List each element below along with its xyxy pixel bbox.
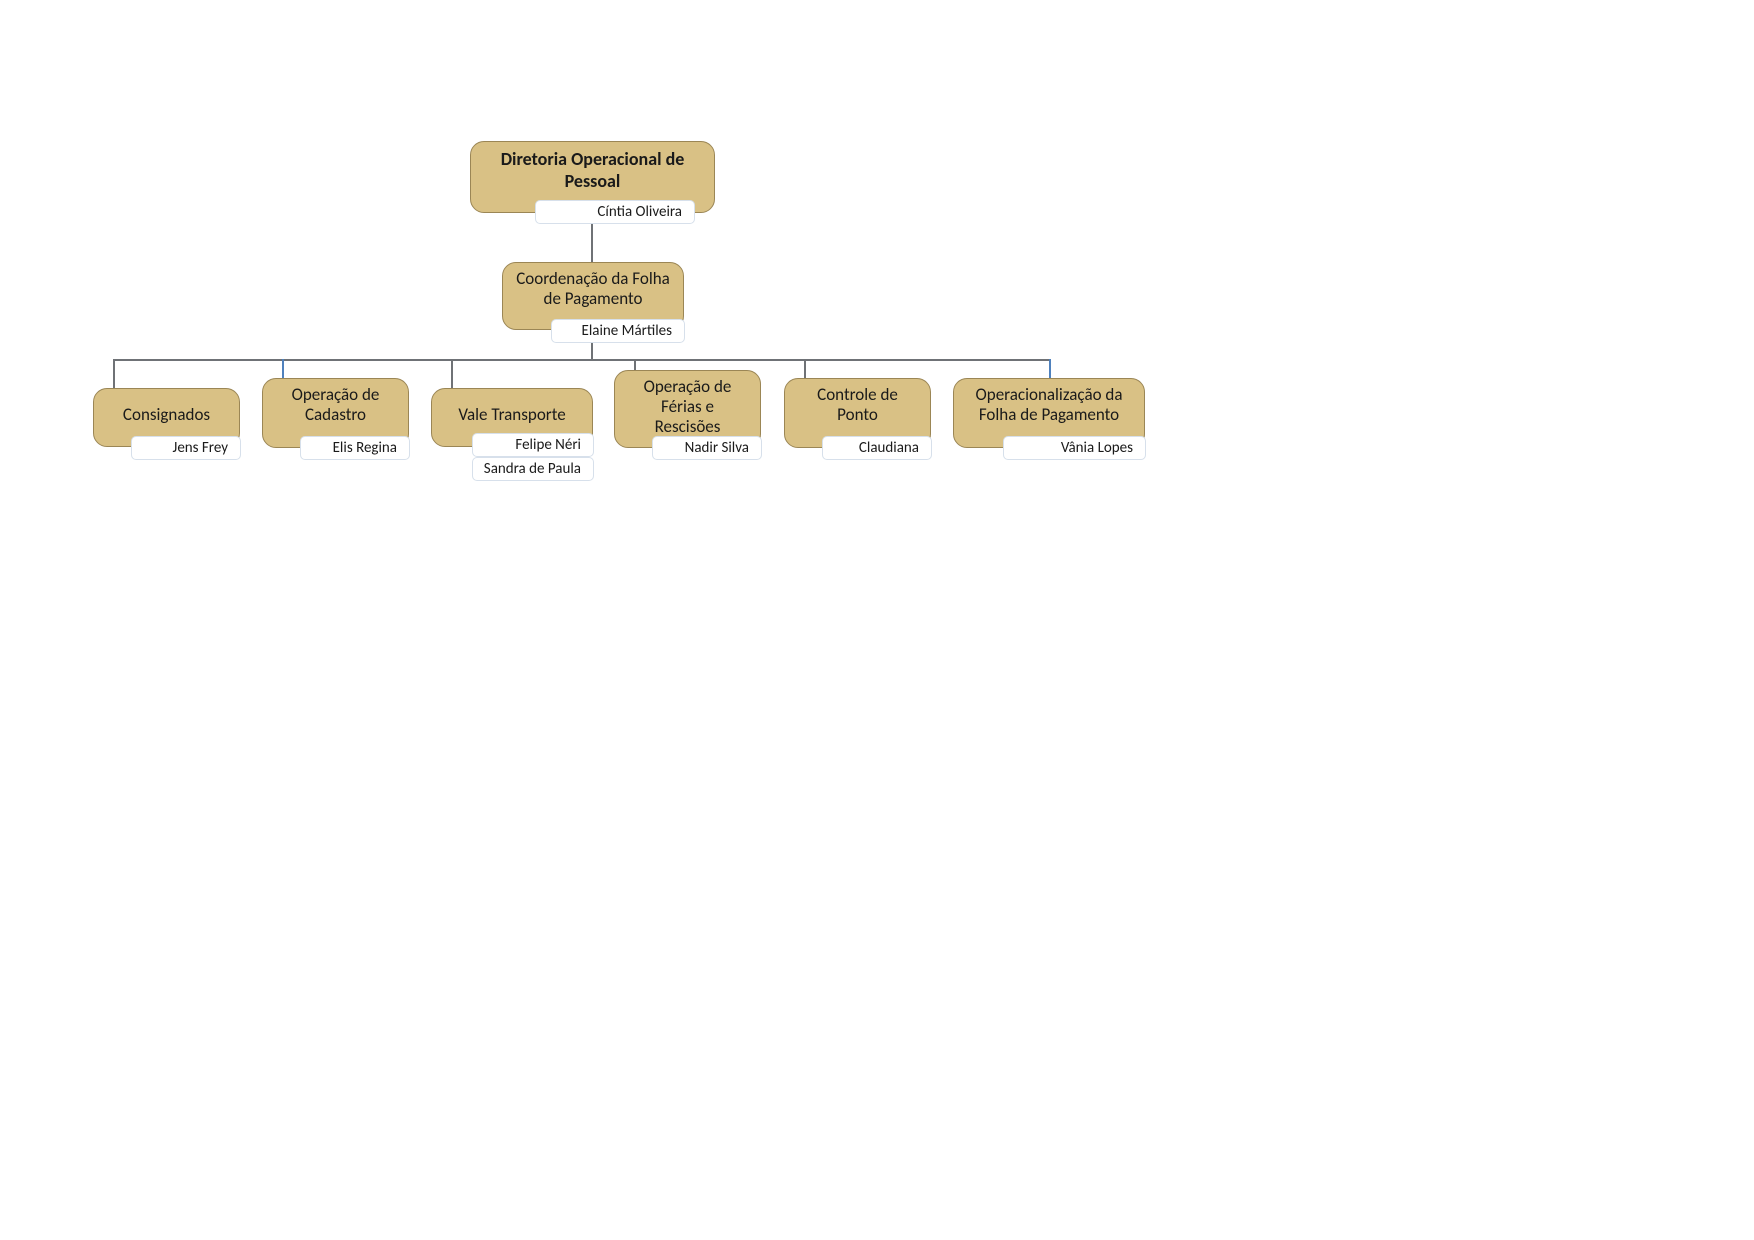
node-title: Operacionalização da Folha de Pagamento: [954, 385, 1144, 425]
person-name: Cíntia Oliveira: [597, 203, 682, 221]
node-title: Diretoria Operacional de Pessoal: [471, 148, 714, 192]
node-title: Vale Transporte: [432, 395, 592, 425]
node-title: Operação de Férias e Rescisões: [615, 377, 760, 437]
person-chip: Jens Frey: [131, 436, 241, 460]
person-chip: Elis Regina: [300, 436, 410, 460]
person-name: Elaine Mártiles: [582, 322, 673, 340]
person-name: Sandra de Paula: [484, 460, 581, 478]
person-chip: Cíntia Oliveira: [535, 200, 695, 224]
person-name: Vânia Lopes: [1061, 439, 1133, 457]
connector-layer: [0, 0, 1754, 1240]
node-title: Operação de Cadastro: [263, 385, 408, 425]
node-title: Coordenação da Folha de Pagamento: [503, 269, 683, 309]
person-name: Elis Regina: [333, 439, 397, 457]
person-chip: Nadir Silva: [652, 436, 762, 460]
person-chip: Elaine Mártiles: [551, 319, 685, 343]
node-title: Consignados: [94, 395, 239, 425]
person-chip: Felipe Néri: [472, 433, 594, 457]
org-chart-canvas: Diretoria Operacional de Pessoal Cíntia …: [0, 0, 1754, 1240]
person-name: Felipe Néri: [515, 436, 581, 454]
person-chip: Sandra de Paula: [472, 457, 594, 481]
person-chip: Claudiana: [822, 436, 932, 460]
node-title: Controle de Ponto: [785, 385, 930, 425]
person-name: Jens Frey: [173, 439, 228, 457]
person-name: Nadir Silva: [685, 439, 749, 457]
person-chip: Vânia Lopes: [1003, 436, 1146, 460]
person-name: Claudiana: [859, 439, 919, 457]
